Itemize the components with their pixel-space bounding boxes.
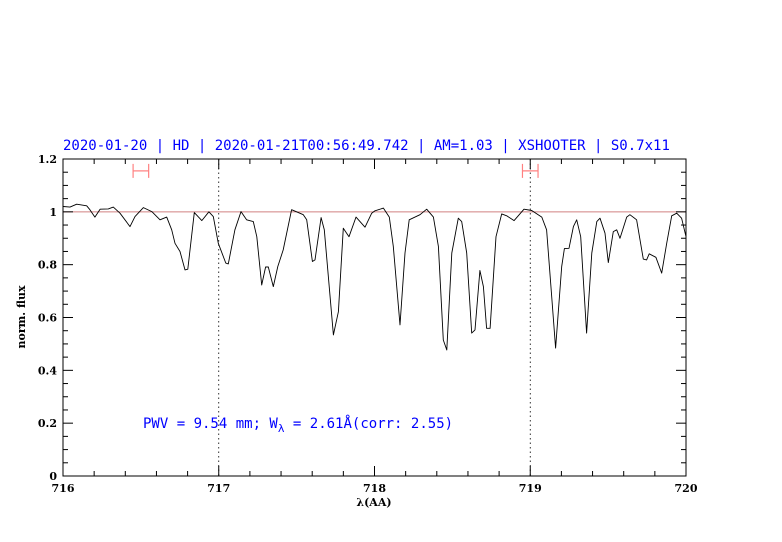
annotation-prefix: PWV = 9.54 mm; W [143,416,278,432]
error-bar [132,163,150,178]
y-tick-label: 0.6 [38,312,57,325]
axis-ticks [62,158,687,477]
y-tick-label: 0.8 [38,259,57,272]
y-axis-label: norm. flux [15,285,28,348]
y-tick-label: 0 [49,470,57,483]
pwv-annotation: PWV = 9.54 mm; Wλ = 2.61Å(corr: 2.55) [143,415,453,435]
x-tick-label: 720 [675,482,698,495]
chart-title: 2020-01-20 | HD | 2020-01-21T00:56:49.74… [63,138,670,154]
y-tick-label: 1.2 [38,153,57,166]
y-tick-label: 0.2 [38,417,57,430]
y-tick-label: 1 [49,206,57,219]
x-axis-label: λ(AA) [356,496,391,509]
annotation-subscript: λ [278,422,285,435]
x-tick-label: 717 [207,482,230,495]
x-tick-label: 716 [52,482,75,495]
spectrum-line [63,203,687,351]
tick-labels: 716 717 718 719 720 0 0.2 0.4 0.6 0.8 1 1.2 [38,153,698,495]
x-tick-label: 719 [519,482,542,495]
error-bar [521,163,539,178]
annotation-suffix: = 2.61Å(corr: 2.55) [284,415,453,432]
y-tick-label: 0.4 [38,364,57,377]
x-tick-label: 718 [363,482,386,495]
